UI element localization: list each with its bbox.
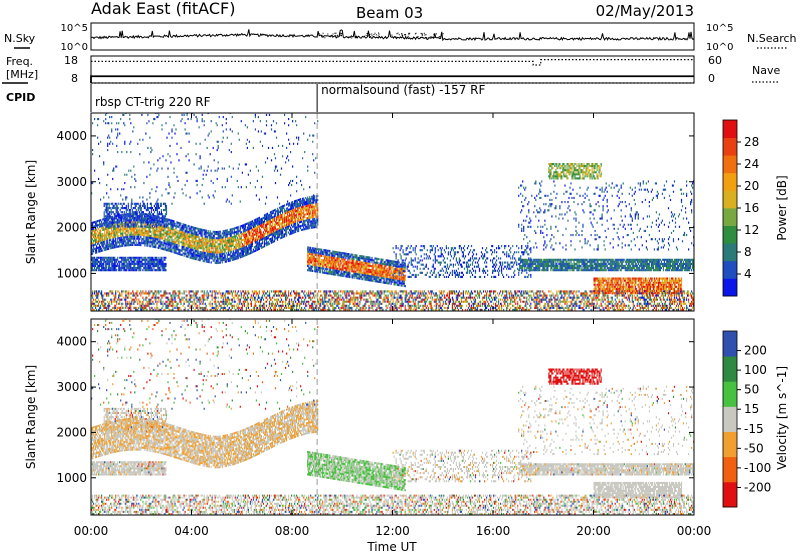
colorbar-swatch	[723, 431, 737, 458]
time-tick-label: 12:00	[375, 524, 410, 538]
time-tick-label: 16:00	[476, 524, 511, 538]
time-axis-label: Time UT	[366, 540, 417, 554]
colorbar-tick-label: 20	[744, 179, 759, 193]
time-tick-label: 04:00	[174, 524, 209, 538]
nsearch-label: N.Search	[747, 32, 797, 45]
cpid-label: CPID	[6, 91, 35, 104]
nave-tick-top: 60	[708, 54, 722, 67]
colorbar-swatch	[723, 225, 737, 244]
range-tick-label: 1000	[56, 266, 87, 280]
velocity-ylabel: Slant Range [km]	[24, 365, 38, 469]
power-heatmap	[91, 113, 694, 311]
colorbar-tick-label: 28	[744, 135, 759, 149]
beam-title: Beam 03	[356, 4, 423, 22]
colorbar-swatch	[723, 243, 737, 262]
velocity-colorbar-label: Velocity [m s^-1]	[775, 366, 789, 470]
colorbar-tick-label: 50	[744, 383, 759, 397]
colorbar-swatch	[723, 155, 737, 174]
power-colorbar	[723, 120, 737, 297]
colorbar-swatch	[723, 406, 737, 432]
noise-trace	[90, 29, 695, 49]
colorbar-tick-label: 15	[744, 402, 759, 416]
freq-tick-bottom: 8	[71, 72, 78, 85]
colorbar-swatch	[723, 137, 737, 156]
colorbar-swatch	[723, 120, 737, 138]
colorbar-swatch	[723, 208, 737, 226]
power-cells	[91, 113, 694, 311]
colorbar-tick-label: 200	[744, 344, 767, 358]
time-axis-ticks: 00:00 04:00 08:00 12:00 16:00 20:00 00:00	[74, 113, 712, 538]
velocity-colorbar	[723, 331, 737, 508]
colorbar-swatch	[723, 356, 737, 382]
range-tick-label: 2000	[56, 221, 87, 235]
nsearch-tick-bottom: 10^0	[706, 42, 733, 53]
power-colorbar-label: Power [dB]	[775, 175, 789, 240]
nsky-tick-top: 10^5	[61, 23, 88, 34]
nsky-tick-bottom: 10^0	[61, 42, 88, 53]
cpid-segment-1: rbsp CT-trig 220 RF	[95, 95, 211, 109]
colorbar-swatch	[723, 381, 737, 407]
colorbar-tick-label: 24	[744, 157, 759, 171]
power-y-ticks: 1000 2000 3000 4000	[56, 129, 694, 280]
colorbar-swatch	[723, 278, 737, 297]
colorbar-tick-label: 4	[744, 267, 752, 281]
velocity-colorbar-frame	[722, 330, 738, 508]
colorbar-tick-label: 8	[744, 245, 752, 259]
range-tick-label: 3000	[56, 175, 87, 189]
noise-panel-frame	[90, 22, 695, 51]
range-tick-label: 1000	[56, 471, 87, 485]
velocity-heatmap	[91, 319, 694, 515]
range-tick-label: 3000	[56, 380, 87, 394]
colorbar-tick-label: -100	[744, 461, 771, 475]
colorbar-tick-label: -200	[744, 480, 771, 494]
nsky-label: N.Sky	[4, 32, 36, 45]
colorbar-swatch	[723, 172, 737, 191]
freq-trace	[90, 75, 694, 83]
date-title: 02/May/2013	[596, 2, 694, 20]
range-tick-label: 4000	[56, 129, 87, 143]
cpid-segment-2: normalsound (fast) -157 RF	[321, 83, 485, 97]
colorbar-tick-label: 12	[744, 223, 759, 237]
velocity-cells	[91, 319, 694, 515]
nsearch-tick-top: 10^5	[706, 23, 733, 34]
station-title: Adak East (fitACF)	[91, 0, 235, 18]
colorbar-tick-label: 16	[744, 201, 759, 215]
power-colorbar-ticks: 4 8 12 16 20 24 28	[737, 135, 759, 281]
time-tick-label: 20:00	[576, 524, 611, 538]
time-tick-label: 00:00	[677, 524, 712, 538]
freq-label: Freq.	[6, 55, 33, 68]
time-tick-label: 08:00	[275, 524, 310, 538]
nave-label: Nave	[752, 64, 780, 77]
time-tick-label: 00:00	[74, 524, 109, 538]
colorbar-swatch	[723, 190, 737, 209]
colorbar-tick-label: 100	[744, 363, 767, 377]
colorbar-swatch	[723, 260, 737, 279]
power-ylabel: Slant Range [km]	[24, 160, 38, 264]
noise-sky-line	[90, 29, 695, 49]
freq-tick-top: 18	[64, 54, 78, 67]
colorbar-tick-label: -50	[744, 441, 764, 455]
noise-search-dots	[318, 32, 444, 39]
colorbar-tick-label: -15	[744, 422, 764, 436]
range-tick-label: 4000	[56, 335, 87, 349]
range-tick-label: 2000	[56, 425, 87, 439]
velocity-cells	[91, 319, 692, 515]
colorbar-swatch	[723, 331, 737, 357]
colorbar-swatch	[723, 456, 737, 483]
velocity-y-ticks: 1000 2000 3000 4000	[56, 335, 694, 485]
freq-unit-label: [MHz]	[6, 68, 38, 81]
nave-tick-bottom: 0	[708, 72, 715, 85]
colorbar-swatch	[723, 481, 737, 508]
velocity-colorbar-ticks: -200 -100 -50 -15 15 50 100 200	[737, 344, 771, 494]
nave-trace	[91, 59, 694, 84]
